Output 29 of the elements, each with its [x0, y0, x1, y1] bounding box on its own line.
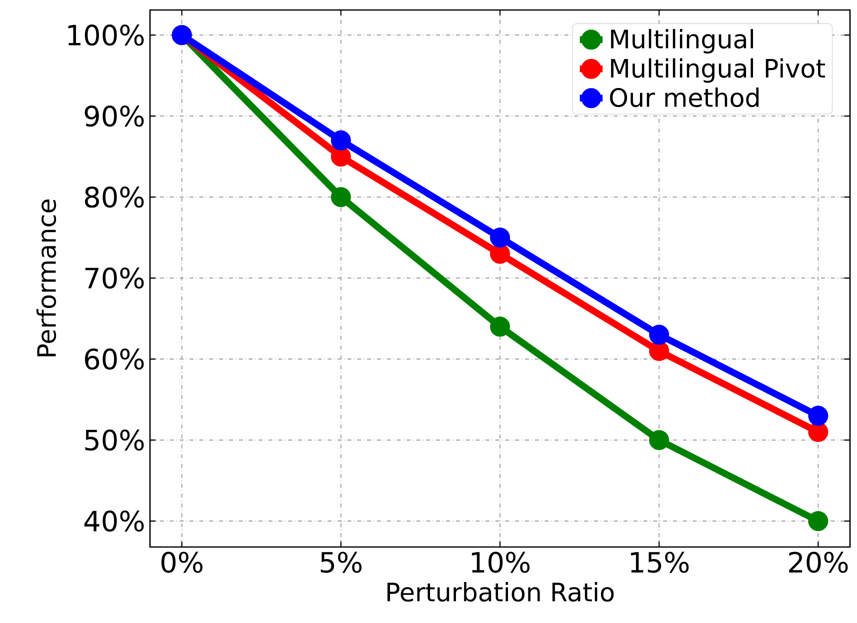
point	[490, 244, 510, 264]
x-tick-label: 5%	[320, 552, 362, 573]
x-tick-label: 15%	[631, 552, 689, 573]
point	[330, 187, 351, 208]
y-tick-label: 100%	[68, 24, 144, 46]
x-tick-label: 10%	[472, 552, 530, 573]
y-tick-label: 40%	[84, 510, 144, 532]
point	[490, 316, 510, 337]
point	[330, 146, 351, 167]
point	[808, 406, 828, 426]
y-tick-label: 70%	[85, 267, 144, 289]
legend-label: Multilingual	[611, 29, 754, 54]
y-tick-label: 90%	[84, 105, 144, 127]
point	[649, 430, 670, 450]
y-tick-label: 80%	[84, 186, 144, 208]
x-tick-label: 20%	[789, 552, 848, 573]
point	[808, 422, 828, 442]
y-axis-title: Performance	[36, 200, 56, 356]
point	[330, 130, 351, 150]
legend-label: Multilingual Pivot	[611, 58, 826, 83]
y-tick-label: 50%	[85, 429, 144, 451]
x-tick-label: 0%	[161, 552, 202, 573]
point	[490, 228, 510, 248]
legend-label: Our method	[610, 88, 759, 108]
point	[649, 340, 670, 361]
point	[808, 511, 828, 532]
point	[649, 324, 670, 345]
y-tick-label: 60%	[85, 348, 144, 370]
x-axis-title: Perturbation Ratio	[387, 582, 614, 602]
